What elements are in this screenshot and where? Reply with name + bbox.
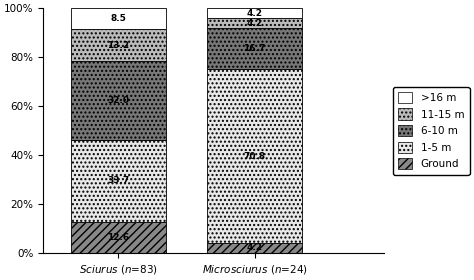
- Bar: [207, 18, 302, 29]
- Text: 70.8: 70.8: [244, 151, 265, 161]
- Text: 4.2: 4.2: [246, 19, 263, 28]
- Bar: [207, 243, 302, 253]
- Text: 16.7: 16.7: [244, 45, 266, 53]
- Text: 8.5: 8.5: [110, 14, 126, 23]
- Bar: [71, 222, 166, 253]
- Text: 32.0: 32.0: [107, 96, 129, 105]
- Bar: [71, 61, 166, 140]
- Bar: [207, 29, 302, 69]
- Bar: [207, 69, 302, 243]
- Text: 13.2: 13.2: [107, 41, 129, 50]
- Bar: [71, 8, 166, 29]
- Text: 4.2: 4.2: [246, 244, 263, 253]
- Text: 4.2: 4.2: [246, 9, 263, 18]
- Bar: [71, 29, 166, 61]
- Text: 12.6: 12.6: [107, 233, 129, 242]
- Bar: [71, 140, 166, 222]
- Legend: >16 m, 11-15 m, 6-10 m, 1-5 m, Ground: >16 m, 11-15 m, 6-10 m, 1-5 m, Ground: [392, 87, 470, 175]
- Text: 33.7: 33.7: [107, 176, 129, 185]
- Bar: [207, 8, 302, 18]
